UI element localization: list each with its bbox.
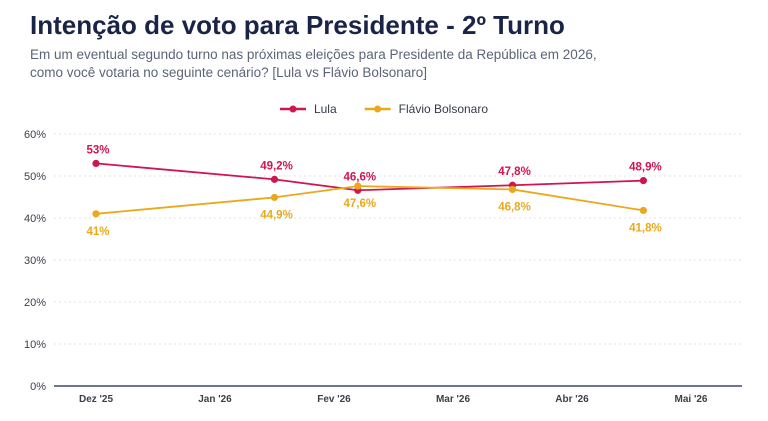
legend-label: Flávio Bolsonaro bbox=[399, 102, 489, 116]
series-1: 41% 44,9% 47,6% 46,8% 41,8% bbox=[86, 182, 662, 238]
chart-subtitle-line-2: como você votaria no seguinte cenário? [… bbox=[30, 65, 427, 80]
data-label: 46,8% bbox=[498, 201, 531, 213]
series-0: 53% 49,2% 46,6% 47,8% 48,9% bbox=[86, 144, 662, 194]
y-tick-label: 50% bbox=[24, 171, 46, 183]
gridlines bbox=[54, 133, 742, 387]
x-tick-label: Abr '26 bbox=[555, 394, 589, 405]
y-tick-label: 10% bbox=[24, 339, 46, 351]
data-point bbox=[92, 210, 100, 218]
data-label: 46,6% bbox=[343, 171, 376, 183]
x-tick-label: Mar '26 bbox=[436, 394, 471, 405]
x-tick-label: Jan '26 bbox=[198, 394, 232, 405]
legend-swatch-marker bbox=[289, 105, 297, 113]
data-label: 53% bbox=[86, 144, 109, 156]
y-tick-label: 20% bbox=[24, 297, 46, 309]
y-axis: 0% 10% 20% 30% 40% 50% 60% bbox=[24, 129, 46, 393]
data-label: 47,6% bbox=[343, 198, 376, 210]
legend: Lula Flávio Bolsonaro bbox=[279, 102, 489, 116]
data-label: 41,8% bbox=[629, 222, 662, 234]
data-label: 44,9% bbox=[260, 209, 293, 221]
data-label: 48,9% bbox=[629, 162, 662, 174]
series-layer: 53% 49,2% 46,6% 47,8% 48,9% 41% 44,9% 47,6% 46,8… bbox=[86, 144, 661, 237]
y-tick-label: 30% bbox=[24, 255, 46, 267]
x-tick-label: Dez '25 bbox=[79, 394, 114, 405]
chart-subtitle-line-1: Em um eventual segundo turno nas próxima… bbox=[30, 47, 597, 62]
chart-subtitle: Em um eventual segundo turno nas próxima… bbox=[30, 46, 750, 82]
legend-item-0: Lula bbox=[279, 102, 337, 116]
legend-item-1: Flávio Bolsonaro bbox=[364, 102, 489, 116]
y-tick-label: 60% bbox=[24, 129, 46, 141]
y-tick-label: 0% bbox=[30, 381, 46, 393]
data-label: 49,2% bbox=[260, 160, 293, 172]
legend-label: Lula bbox=[314, 102, 337, 116]
data-point bbox=[354, 182, 362, 190]
legend-swatch-marker bbox=[374, 105, 382, 113]
chart-title: Intenção de voto para Presidente - 2º Tu… bbox=[30, 10, 565, 40]
data-point bbox=[508, 185, 517, 194]
data-label: 41% bbox=[86, 226, 109, 238]
x-tick-label: Fev '26 bbox=[317, 394, 351, 405]
data-point bbox=[92, 159, 100, 167]
data-point bbox=[639, 206, 648, 215]
x-tick-label: Mai '26 bbox=[675, 394, 708, 405]
data-point bbox=[270, 175, 279, 183]
data-label: 47,8% bbox=[498, 166, 531, 178]
y-tick-label: 40% bbox=[24, 213, 46, 225]
data-point bbox=[270, 193, 279, 202]
x-axis: Dez '25 Jan '26 Fev '26 Mar '26 Abr '26 Mai '… bbox=[79, 394, 708, 405]
data-point bbox=[639, 177, 648, 185]
